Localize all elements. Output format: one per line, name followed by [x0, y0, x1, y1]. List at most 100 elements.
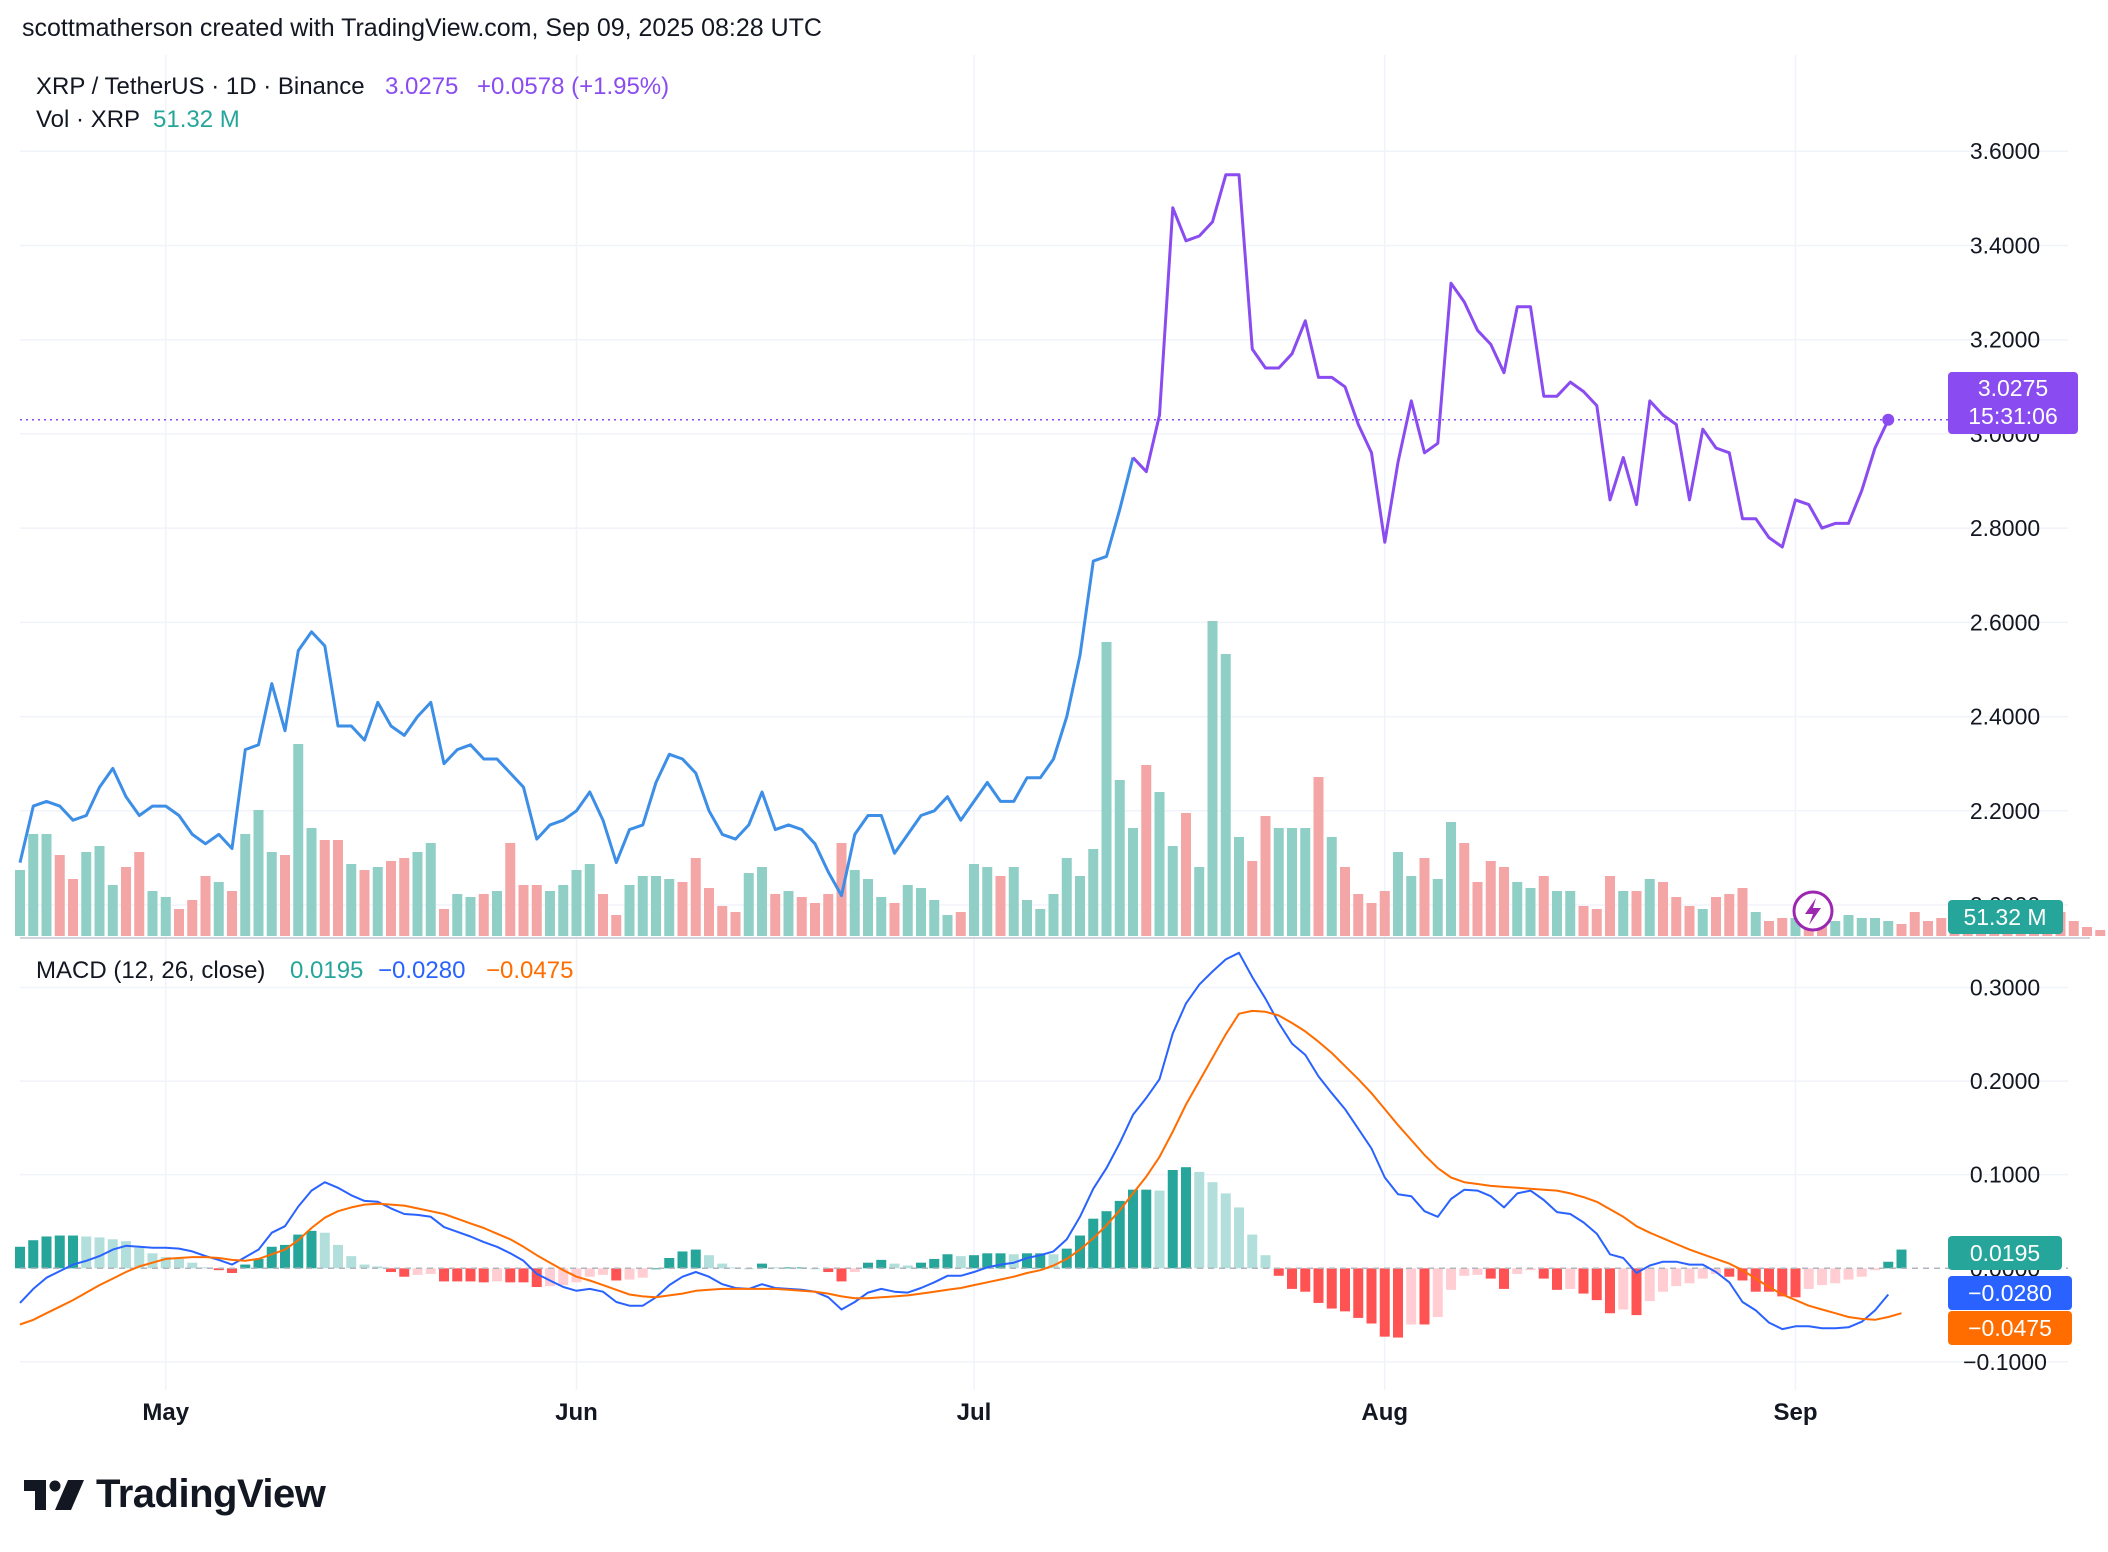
time-axis: May Jun Jul Aug Sep — [142, 1399, 1817, 1426]
brand-logo[interactable]: TradingView — [24, 1472, 326, 1517]
macd-hist-bar — [637, 1268, 648, 1278]
volume-bar — [386, 861, 396, 936]
volume-bar — [1631, 891, 1642, 936]
volume-bar — [1485, 861, 1496, 936]
macd-hist-bar — [1870, 1268, 1880, 1271]
volume-bar — [704, 888, 714, 936]
macd-hist-bar — [1750, 1268, 1761, 1292]
volume-bar — [227, 891, 237, 936]
volume-bar — [1247, 861, 1258, 936]
macd-hist-bar — [863, 1262, 873, 1269]
macd-tick-label: −0.1000 — [1963, 1349, 2047, 1375]
price-axis: 3.60003.40003.20003.00002.80002.60002.40… — [1970, 138, 2040, 918]
macd-hist-bar — [1644, 1268, 1655, 1302]
volume-bar — [1830, 921, 1841, 936]
volume-bar — [823, 894, 834, 936]
macd-hist-bar — [1167, 1170, 1178, 1269]
volume-bar — [664, 879, 675, 936]
macd-hist-bar — [134, 1247, 145, 1269]
macd-hist-bar — [982, 1253, 993, 1269]
volume-bar — [1300, 828, 1311, 936]
volume-bar — [1220, 654, 1231, 936]
macd-hist-bar — [1075, 1235, 1085, 1269]
macd-hist-bar — [293, 1234, 304, 1269]
macd-hist-bar — [505, 1268, 516, 1283]
volume-bar — [1499, 867, 1509, 936]
volume-bar — [982, 867, 993, 936]
macd-histogram — [15, 1167, 1907, 1338]
macd-hist-bar — [1697, 1268, 1708, 1279]
volume-bar — [690, 858, 701, 936]
volume-bar — [1061, 858, 1072, 936]
volume-bar — [545, 891, 555, 936]
macd-hist-bar — [1260, 1255, 1271, 1269]
macd-hist-bar — [1777, 1268, 1788, 1297]
macd-hist-bar — [1207, 1182, 1218, 1269]
volume-bar — [1141, 765, 1152, 936]
macd-hist-bar — [1790, 1268, 1801, 1298]
macd-hist-bar — [1552, 1268, 1562, 1290]
volume-bar — [1909, 912, 1920, 936]
volume-bar — [849, 870, 860, 936]
legend-macd-label[interactable]: MACD (12, 26, close) — [36, 957, 265, 984]
macd-hist-bar — [1485, 1268, 1496, 1279]
volume-bar — [1366, 903, 1377, 936]
macd-tick-label: 0.2000 — [1970, 1068, 2040, 1094]
volume-bar — [28, 834, 39, 936]
macd-hist-bar — [955, 1256, 966, 1269]
macd-hist-bar — [94, 1237, 105, 1269]
volume-bar — [558, 885, 569, 936]
volume-bar — [359, 870, 370, 936]
macd-hist-bar — [518, 1268, 529, 1283]
volume-bar — [730, 912, 741, 936]
macd-hist-bar — [452, 1268, 463, 1282]
legend-change: +0.0578 (+1.95%) — [477, 73, 669, 100]
macd-hist-bar — [240, 1264, 251, 1269]
macd-hist-bar — [571, 1268, 582, 1283]
legend-vol-label[interactable]: Vol · XRP — [36, 106, 140, 133]
volume-bar — [1697, 909, 1708, 936]
volume-bar — [266, 852, 277, 936]
last-price-badge-value: 3.0275 — [1978, 375, 2048, 401]
macd-hist-bar — [1591, 1268, 1602, 1301]
volume-bar — [2068, 921, 2079, 936]
macd-hist-bar — [1048, 1254, 1059, 1269]
volume-bar — [1128, 828, 1138, 936]
volume-bar — [1525, 888, 1536, 936]
macd-hist-bar — [1618, 1268, 1629, 1310]
macd-hist-bar — [1181, 1167, 1191, 1269]
macd-hist-bar — [399, 1268, 410, 1277]
macd-hist-bar — [1154, 1190, 1165, 1269]
volume-bar — [1750, 912, 1761, 936]
macd-hist-bar — [306, 1230, 317, 1269]
macd-hist-bar — [1684, 1268, 1695, 1284]
macd-hist-bar — [1578, 1268, 1589, 1294]
macd-hist-bar — [995, 1253, 1006, 1269]
macd-hist-bar — [558, 1268, 569, 1286]
volume-bar — [1379, 891, 1390, 936]
volume-bar — [134, 852, 145, 936]
volume-bar — [319, 840, 330, 936]
macd-hist-bar — [1313, 1268, 1324, 1303]
volume-bar — [584, 864, 595, 936]
lightning-icon[interactable] — [1792, 890, 1834, 932]
volume-bar — [465, 897, 476, 936]
macd-hist-bar — [492, 1268, 502, 1282]
volume-bar — [1512, 882, 1523, 936]
volume-bar — [955, 912, 966, 936]
volume-bar — [2095, 930, 2106, 936]
volume-bar — [571, 870, 582, 936]
macd-hist-bar — [1326, 1268, 1337, 1309]
volume-bar — [1167, 846, 1178, 936]
macd-hist-bar — [1499, 1268, 1509, 1289]
volume-bar — [1406, 876, 1417, 936]
volume-bar — [1154, 792, 1165, 936]
volume-bar — [372, 867, 383, 936]
volume-bar — [187, 900, 198, 936]
volume-bar — [929, 900, 940, 936]
legend-symbol[interactable]: XRP / TetherUS · 1D · Binance — [36, 73, 365, 100]
volume-bar — [1605, 876, 1615, 936]
macd-hist-bar — [836, 1268, 847, 1282]
macd-hist-bar — [1764, 1268, 1774, 1292]
